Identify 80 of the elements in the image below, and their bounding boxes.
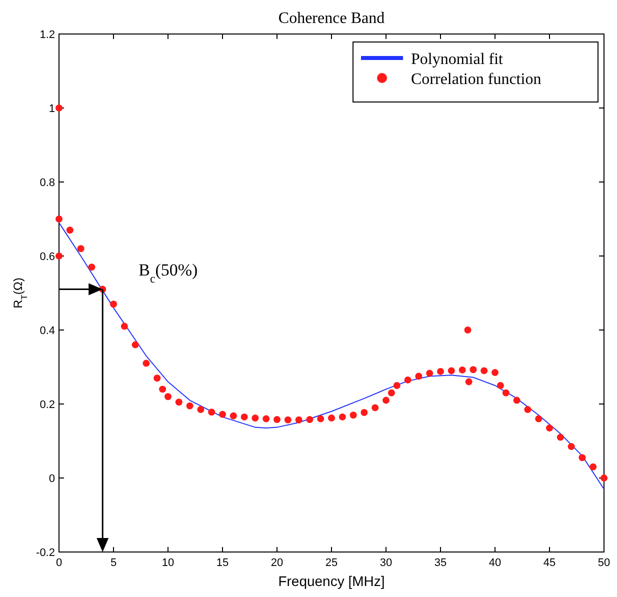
point	[88, 264, 96, 271]
point	[600, 474, 608, 482]
point	[77, 245, 84, 252]
point	[262, 415, 270, 422]
x-tick-label: 15	[216, 557, 229, 569]
point	[132, 341, 139, 348]
point	[448, 367, 455, 374]
point	[360, 409, 368, 416]
point	[159, 386, 166, 393]
point	[470, 366, 477, 374]
x-tick-label: 40	[488, 557, 502, 569]
point	[480, 367, 488, 374]
point	[274, 416, 280, 424]
point	[252, 414, 259, 422]
point	[546, 424, 553, 432]
y-tick-label: 0.2	[40, 399, 55, 411]
point	[56, 104, 62, 112]
point	[142, 360, 150, 367]
x-tick-label: 50	[598, 557, 610, 569]
point	[66, 226, 74, 234]
point	[556, 434, 564, 441]
point	[590, 463, 597, 470]
point	[372, 404, 379, 412]
x-tick-label: 30	[380, 557, 392, 569]
y-tick-label: 0.8	[40, 177, 55, 189]
point	[197, 406, 204, 414]
y-tick-label: 0.4	[40, 325, 55, 337]
y-tick-label: 0	[48, 473, 55, 485]
point	[110, 300, 117, 308]
y-tick-label: -0.2	[36, 547, 55, 559]
point	[56, 216, 62, 222]
point	[437, 368, 444, 375]
point	[578, 454, 586, 462]
y-tick-label: 0.6	[40, 251, 55, 263]
point	[230, 412, 237, 420]
point	[154, 374, 161, 382]
x-tick-label: 45	[543, 557, 556, 569]
point	[492, 369, 498, 376]
point	[382, 396, 390, 404]
point	[535, 415, 542, 422]
point	[240, 413, 248, 420]
point	[568, 443, 575, 450]
point	[120, 322, 128, 330]
point	[338, 413, 346, 420]
point	[465, 378, 472, 386]
point	[175, 398, 182, 406]
legend-label: Correlation function	[411, 71, 542, 88]
legend-label: Polynomial fit	[411, 51, 504, 68]
point	[496, 382, 504, 389]
point	[350, 412, 357, 419]
x-tick-label: 35	[434, 557, 447, 569]
point	[164, 393, 172, 400]
point	[415, 372, 422, 380]
point	[404, 376, 412, 384]
chart-title: Coherence Band	[278, 10, 385, 27]
x-axis-title: Frequency [MHz]	[278, 573, 385, 589]
point	[56, 252, 62, 260]
y-tick-label: 1	[48, 103, 55, 115]
point	[328, 414, 335, 422]
y-tick-label: 1.2	[40, 29, 55, 41]
point	[186, 402, 194, 410]
point	[317, 415, 324, 422]
x-tick-label: 10	[162, 557, 174, 569]
point	[524, 406, 532, 414]
point	[295, 416, 302, 424]
point	[464, 326, 472, 334]
point	[458, 366, 466, 374]
x-tick-label: 20	[270, 557, 284, 569]
point	[208, 408, 216, 416]
point	[219, 410, 226, 418]
annotation: B$_{c}$(50%)	[138, 260, 198, 286]
point	[502, 389, 510, 396]
point	[284, 416, 292, 424]
point	[426, 370, 434, 377]
x-tick-label: 5	[110, 557, 117, 569]
point	[513, 396, 520, 404]
x-tick-label: 25	[325, 557, 338, 569]
point	[393, 382, 400, 389]
point	[388, 389, 395, 396]
point	[306, 416, 314, 424]
